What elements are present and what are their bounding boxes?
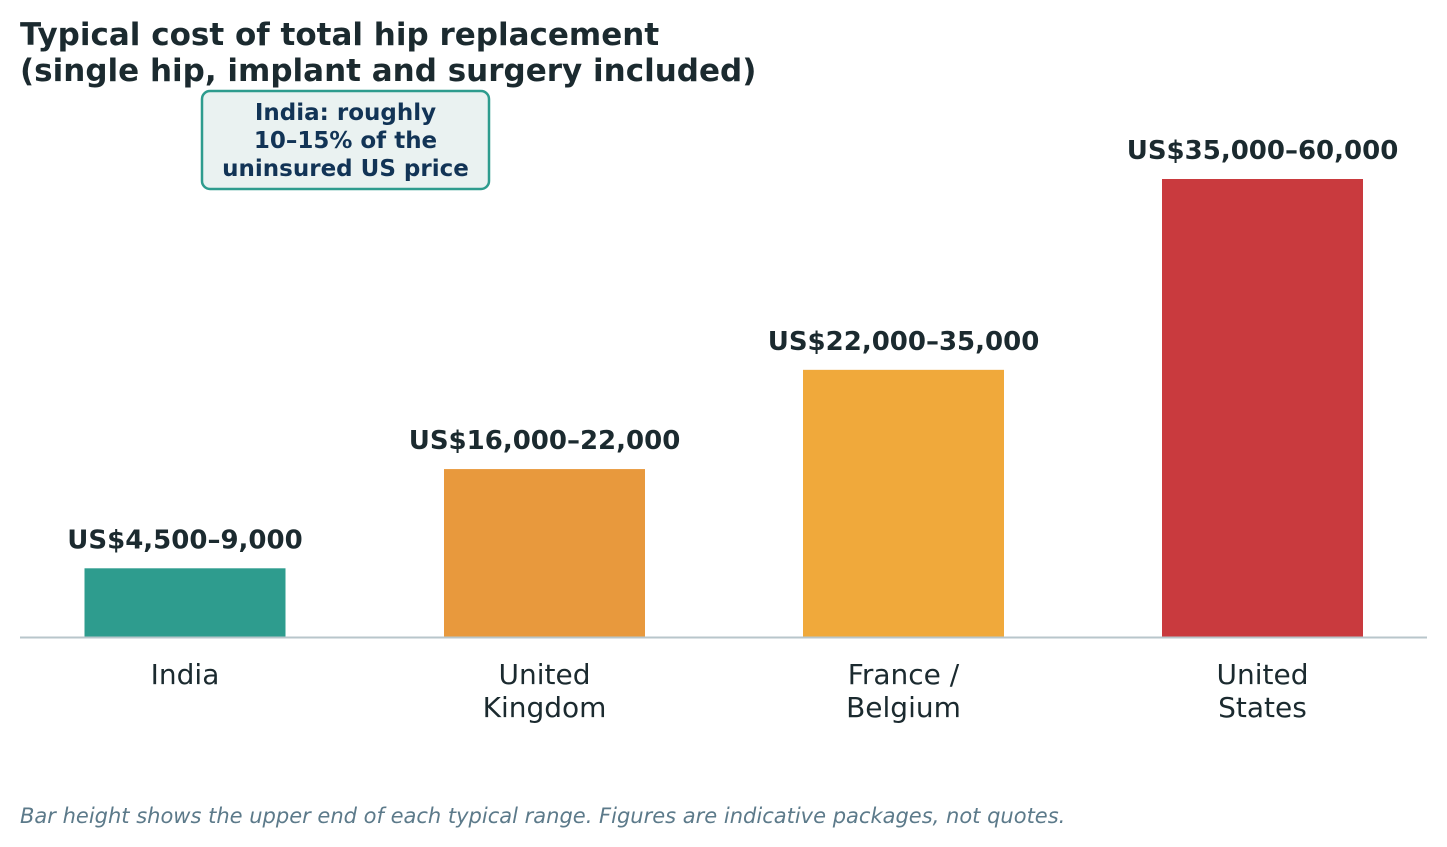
value-labels-group: US$4,500–9,000 US$16,000–22,000 US$22,000–… [67, 136, 1398, 555]
chart-title: Typical cost of total hip replacement (s… [20, 17, 756, 89]
bar-3 [1162, 179, 1363, 637]
category-label-2-line-0: France / [848, 658, 960, 691]
india-price-annotation: India: roughly 10–15% of the uninsured U… [200, 89, 491, 191]
annotation-box [200, 89, 491, 191]
category-label-0-line-0: India [151, 658, 220, 691]
value-label-0: US$4,500–9,000 [67, 525, 302, 555]
bar-0 [84, 568, 286, 637]
value-label-1: US$16,000–22,000 [409, 426, 681, 456]
chart-title-line-1: Typical cost of total hip replacement [20, 17, 659, 53]
value-label-2: US$22,000–35,000 [768, 327, 1040, 357]
bar-1 [444, 469, 645, 637]
bar-2 [803, 369, 1004, 637]
annotation-line-3: uninsured US price [222, 156, 469, 182]
chart-title-line-2: (single hip, implant and surgery include… [20, 53, 756, 89]
category-label-2-line-1: Belgium [846, 691, 961, 724]
category-label-3-line-1: States [1218, 691, 1307, 724]
annotation-line-1: India: roughly [255, 100, 436, 126]
category-label-1-line-1: Kingdom [483, 691, 607, 724]
chart-footnote: Bar height shows the upper end of each t… [20, 804, 1065, 828]
category-label-1-line-0: United [499, 658, 591, 691]
category-label-3-line-0: United [1217, 658, 1309, 691]
bars-group [84, 179, 1363, 637]
value-label-3: US$35,000–60,000 [1127, 136, 1399, 166]
annotation-line-2: 10–15% of the [254, 128, 437, 154]
